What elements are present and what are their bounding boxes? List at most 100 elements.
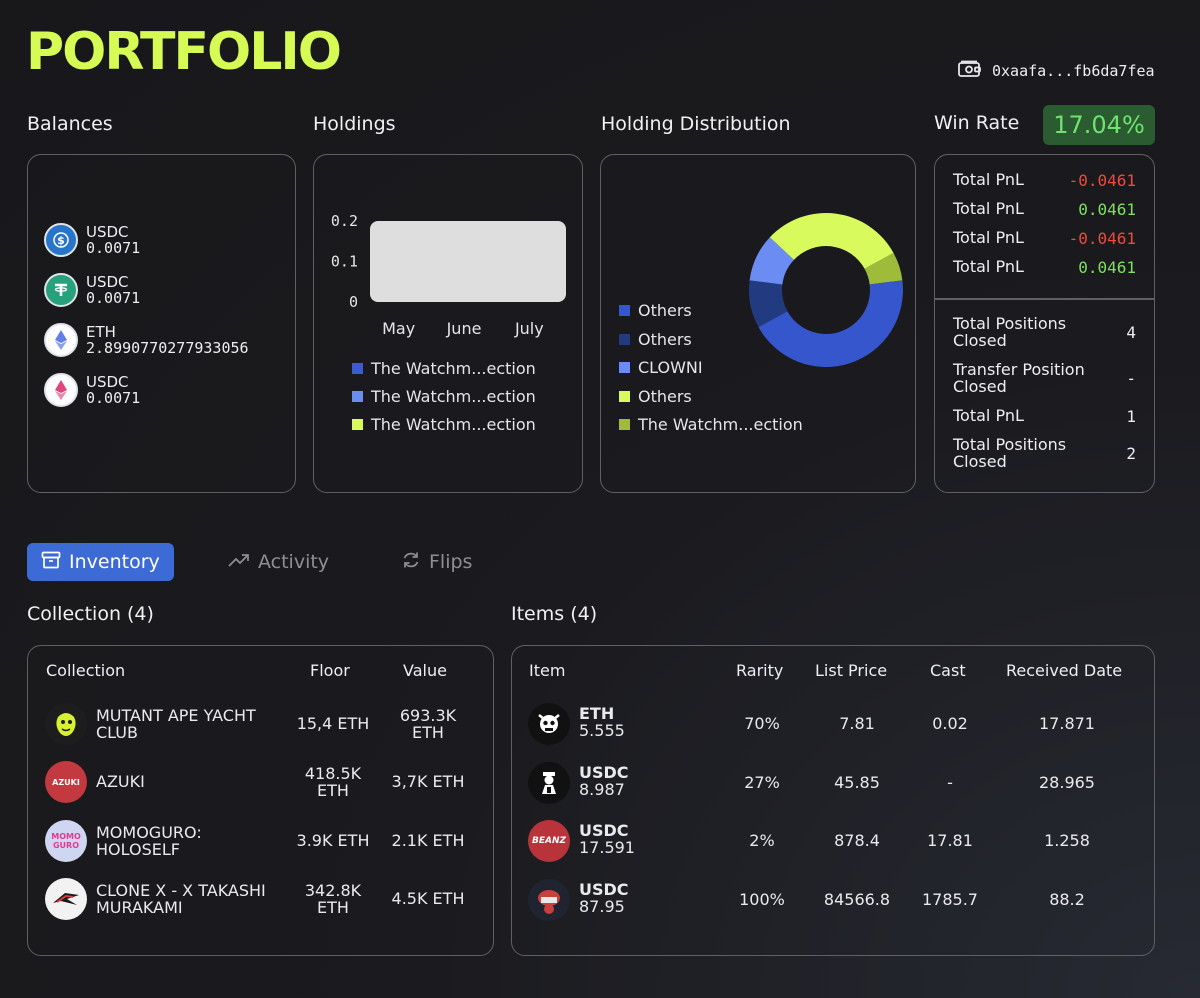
y-tick-label: 0.1 xyxy=(331,253,358,271)
distribution-legend-item: Others xyxy=(619,301,692,320)
stat-value: - xyxy=(1126,369,1136,388)
tab-flips[interactable]: Flips xyxy=(401,543,472,581)
archive-box-icon xyxy=(41,551,61,574)
item-received-date: 28.965 xyxy=(1039,773,1095,792)
balances-heading: Balances xyxy=(27,113,113,135)
tab-label: Flips xyxy=(429,551,473,573)
mutant-ape-avatar xyxy=(45,703,87,745)
pnl-label: Total PnL xyxy=(953,228,1024,247)
collection-heading: Collection (4) xyxy=(27,603,154,625)
column-header: List Price xyxy=(815,661,888,680)
holdings-legend-item: The Watchm...ection xyxy=(352,415,536,434)
column-header: Collection xyxy=(46,661,126,680)
x-tick-label: July xyxy=(514,319,544,338)
trending-up-icon xyxy=(228,551,250,573)
item-cast: - xyxy=(947,773,953,792)
legend-label: CLOWNI xyxy=(638,358,703,377)
item-rarity: 70% xyxy=(744,714,780,733)
column-header: Floor xyxy=(310,661,350,680)
floor-value: 342.8K xyxy=(304,881,362,900)
floor-value: 3.9K ETH xyxy=(296,831,370,850)
stat-label-line: Closed xyxy=(953,452,1007,471)
legend-swatch xyxy=(619,419,630,430)
collection-value: 2.1K ETH xyxy=(391,831,465,850)
balance-name: USDC xyxy=(86,272,129,291)
item-list-price: 45.85 xyxy=(834,773,880,792)
balance-row: ETH 2.8990770277933056 xyxy=(44,323,249,357)
collection-name: MURAKAMI xyxy=(96,898,183,917)
beanz-avatar: BEANZ xyxy=(528,820,570,862)
item-amount: 17.591 xyxy=(579,838,635,857)
item-received-date: 17.871 xyxy=(1039,714,1095,733)
collection-value: 693.3K xyxy=(399,706,457,725)
ethereum-pink-icon xyxy=(44,373,78,407)
holdings-bar xyxy=(370,221,566,302)
item-symbol: USDC xyxy=(579,821,629,840)
balance-row: USDC 0.0071 xyxy=(44,373,140,407)
collection-value: 4.5K ETH xyxy=(391,889,465,908)
balance-value: 0.0071 xyxy=(86,238,141,257)
stat-label-line: Total Positions xyxy=(953,314,1067,333)
pnl-row: Total PnL 0.0461 xyxy=(953,258,1136,277)
tab-inventory[interactable]: Inventory xyxy=(27,543,174,581)
balances-card: $ USDC 0.0071 USDC 0.0071 ETH 2.89907702… xyxy=(27,154,296,493)
legend-label: Others xyxy=(638,329,692,349)
svg-text:$: $ xyxy=(57,234,65,247)
donut-slice xyxy=(864,252,903,285)
pnl-label: Total PnL xyxy=(953,199,1024,218)
distribution-legend-item: CLOWNI xyxy=(619,358,703,377)
donut-slice xyxy=(749,280,788,328)
item-symbol: USDC xyxy=(579,880,629,899)
holdings-heading: Holdings xyxy=(313,113,396,135)
item-rarity: 2% xyxy=(749,831,775,850)
legend-label: Others xyxy=(638,301,692,320)
pnl-row: Total PnL -0.0461 xyxy=(953,229,1136,248)
wallet-icon xyxy=(958,60,982,82)
donut-slice xyxy=(758,280,903,368)
distribution-donut-chart xyxy=(749,213,903,368)
pnl-value: 0.0461 xyxy=(1078,200,1136,219)
item-amount: 87.95 xyxy=(579,897,625,916)
collection-value: 3,7K ETH xyxy=(391,772,465,791)
stat-label-line: Total Positions xyxy=(953,435,1067,454)
collection-name: HOLOSELF xyxy=(96,840,180,859)
column-header: Item xyxy=(529,661,566,680)
pnl-label: Total PnL xyxy=(953,257,1024,276)
balance-value: 0.0071 xyxy=(86,288,141,307)
stat-label-line: Total PnL xyxy=(953,406,1024,425)
x-tick-label: June xyxy=(446,319,482,338)
refresh-icon xyxy=(401,550,421,575)
tab-activity[interactable]: Activity xyxy=(228,543,329,581)
stat-row: Total Positions Closed 4 xyxy=(953,315,1136,349)
distribution-legend-item: Others xyxy=(619,330,692,349)
tab-label: Inventory xyxy=(69,551,160,573)
legend-swatch xyxy=(619,390,630,402)
legend-swatch xyxy=(619,362,630,373)
donut-slice xyxy=(769,213,894,269)
page-title: PORTFOLIO xyxy=(26,22,342,82)
clonex-avatar xyxy=(45,878,87,920)
item-rarity: 27% xyxy=(744,773,780,792)
column-header: Value xyxy=(403,661,447,680)
column-header: Cast xyxy=(930,661,966,680)
item-cast: 17.81 xyxy=(927,831,973,850)
legend-label: Others xyxy=(638,386,692,406)
usdc-icon: $ xyxy=(44,223,78,257)
balance-row: USDC 0.0071 xyxy=(44,273,140,307)
avatar-text: BEANZ xyxy=(531,836,567,846)
wallet-address[interactable]: 0xaafa...fb6da7fea xyxy=(958,60,1155,82)
avatar-text: AZUKI xyxy=(52,777,80,787)
collection-name: AZUKI xyxy=(96,772,145,791)
legend-label: The Watchm...ection xyxy=(638,415,803,434)
stat-label-line: Closed xyxy=(953,331,1007,350)
collection-value: ETH xyxy=(412,723,444,742)
skull-avatar xyxy=(528,703,570,745)
pnl-label: Total PnL xyxy=(953,170,1024,189)
legend-label: The Watchm...ection xyxy=(371,359,536,378)
wallet-address-text: 0xaafa...fb6da7fea xyxy=(992,62,1155,80)
balance-name: USDC xyxy=(86,372,129,391)
collection-name: CLONE X - X TAKASHI xyxy=(96,881,266,900)
item-cast: 1785.7 xyxy=(922,890,978,909)
stat-row: Total PnL 1 xyxy=(953,407,1136,426)
pnl-stats-card: Total PnL -0.0461 Total PnL 0.0461 Total… xyxy=(934,154,1155,493)
